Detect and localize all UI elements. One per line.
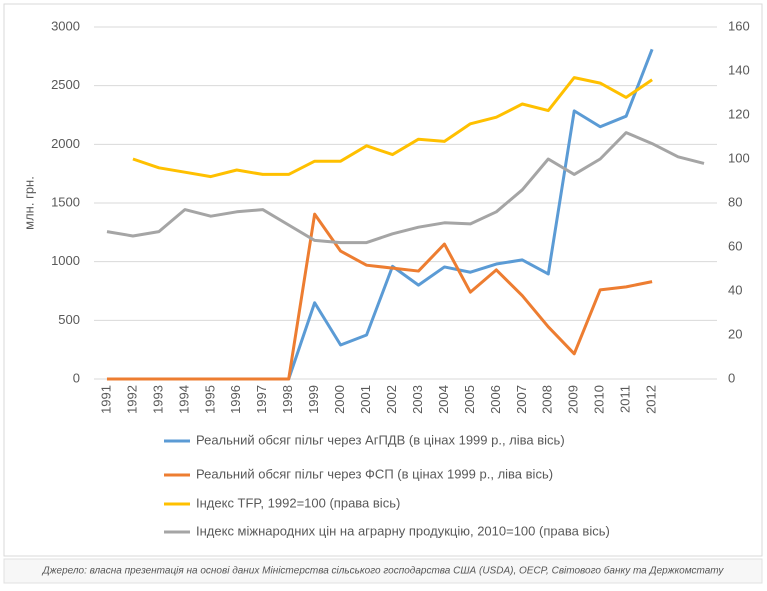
series-line (106, 212, 653, 381)
source-box (3, 558, 763, 584)
y-tick-label: 1000 (51, 253, 80, 268)
x-tick-label: 1992 (124, 385, 139, 414)
legend-label: Реальний обсяг пільг через ФСП (в цінах … (196, 466, 553, 481)
x-tick-label: 2010 (592, 385, 607, 414)
y2-tick-label: 140 (728, 62, 750, 77)
x-tick-label: 2007 (514, 385, 529, 414)
x-tick-label: 2004 (436, 385, 451, 414)
x-tick-label: 2008 (540, 385, 555, 414)
x-tick-label: 2012 (644, 385, 659, 414)
x-tick-label: 1994 (176, 385, 191, 414)
y2-tick-label: 100 (728, 150, 750, 165)
x-tick-label: 2002 (384, 385, 399, 414)
y2-tick-label: 60 (728, 238, 742, 253)
legend-label: Індекс TFP, 1992=100 (права вісь) (196, 495, 400, 510)
y2-tick-label: 160 (728, 18, 750, 33)
y-tick-label: 2000 (51, 136, 80, 151)
x-tick-label: 1991 (98, 385, 113, 414)
x-tick-label: 2005 (462, 385, 477, 414)
x-tick-label: 2011 (618, 385, 633, 413)
y2-tick-label: 0 (728, 370, 735, 385)
y2-tick-label: 80 (728, 194, 742, 209)
series-line (132, 76, 653, 179)
x-tick-label: 2009 (566, 385, 581, 414)
x-tick-label: 1995 (202, 385, 217, 414)
chart-border (3, 3, 763, 557)
series-line (106, 131, 705, 245)
legend-label: Реальний обсяг пільг через АгПДВ (в ціна… (196, 432, 565, 447)
y-tick-label: 2500 (51, 77, 80, 92)
y-tick-label: 0 (73, 370, 80, 385)
y2-tick-label: 120 (728, 106, 750, 121)
y-axis-label: млн. грн. (21, 176, 36, 230)
source: Джерело: власна презентація на основі да… (42, 565, 725, 577)
y-tick-label: 500 (58, 312, 80, 327)
y-tick-label: 1500 (51, 194, 80, 209)
x-tick-label: 1997 (254, 385, 269, 414)
x-tick-label: 1998 (280, 385, 295, 414)
x-tick-label: 2003 (410, 385, 425, 414)
x-tick-label: 1999 (306, 385, 321, 414)
x-tick-label: 2006 (488, 385, 503, 414)
y2-tick-label: 20 (728, 326, 742, 341)
y-tick-label: 3000 (51, 18, 80, 33)
y2-tick-label: 40 (728, 282, 742, 297)
x-tick-label: 2000 (332, 385, 347, 414)
legend-label: Індекс міжнародних цін на аграрну продук… (196, 523, 610, 538)
x-tick-label: 1996 (228, 385, 243, 414)
x-tick-label: 2001 (358, 385, 373, 414)
x-tick-label: 1993 (150, 385, 165, 414)
